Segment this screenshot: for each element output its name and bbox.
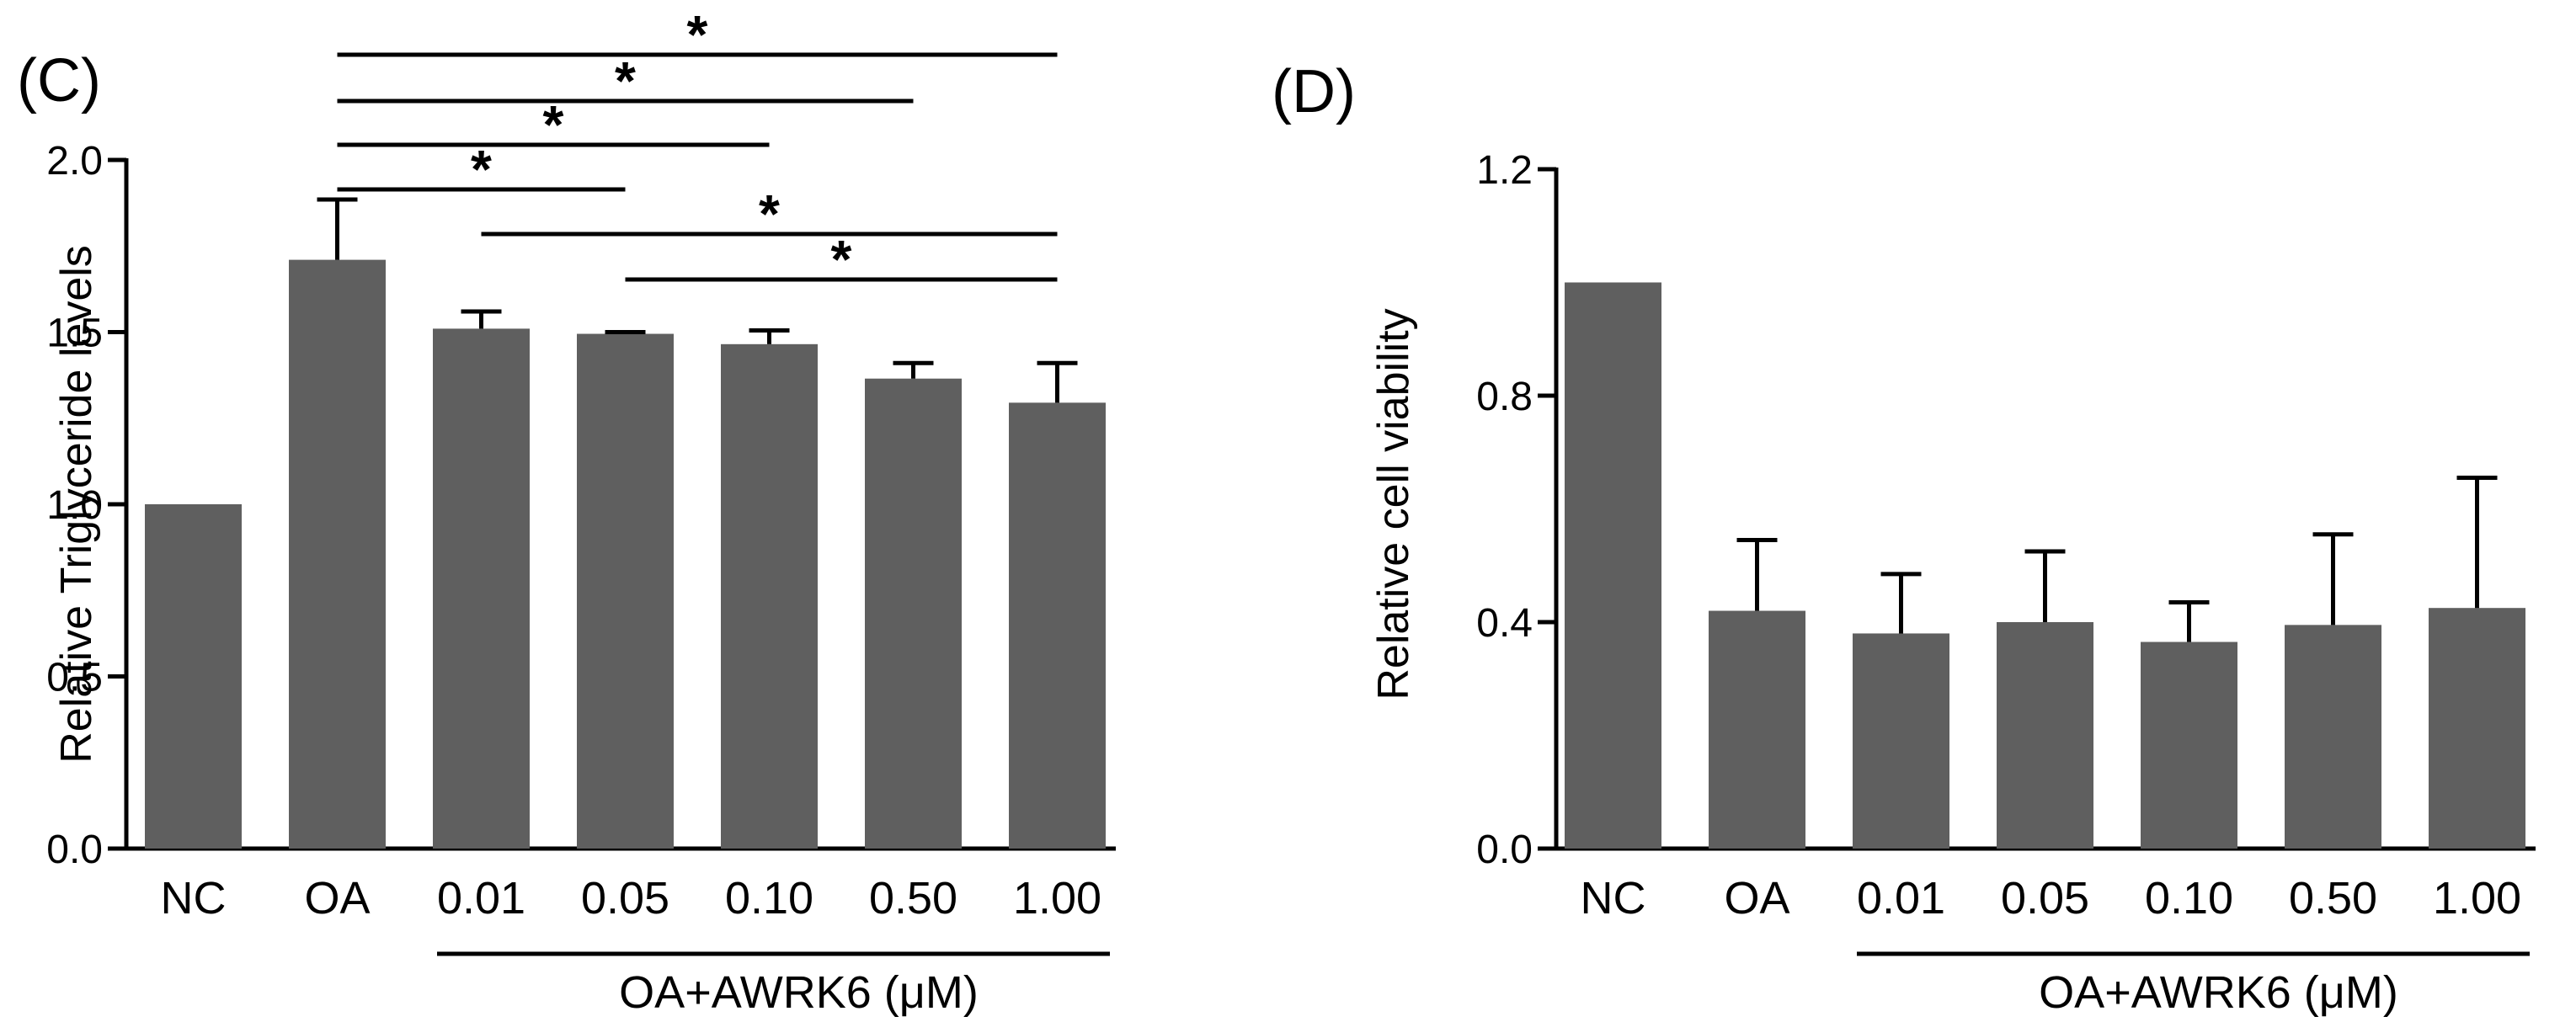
bar-0.50 <box>865 378 962 849</box>
bar-0.10 <box>721 343 818 849</box>
bar-0.05 <box>1997 622 2093 849</box>
bar-1.00 <box>2429 608 2525 849</box>
y-tick-label: 0.4 <box>1476 601 1533 646</box>
bar-1.00 <box>1009 402 1106 849</box>
category-label: 0.50 <box>869 873 957 924</box>
category-label: 0.01 <box>437 873 525 924</box>
significance-star: * <box>471 139 492 200</box>
chart-panel-d: (D) Relative cell viability 0.0 0.4 0.8 1.2 NC… <box>1272 58 2536 1018</box>
significance-star: * <box>615 51 636 111</box>
significance-star: * <box>543 94 564 155</box>
y-tick-label: 0.8 <box>1476 375 1533 419</box>
y-tick-label: 1.5 <box>46 311 103 356</box>
category-label: 1.00 <box>1013 873 1101 924</box>
group-label: OA+AWRK6 (μM) <box>2039 967 2398 1018</box>
bar-NC <box>145 504 242 849</box>
bar-0.01 <box>433 328 530 849</box>
bar-0.50 <box>2285 625 2381 849</box>
y-tick-label: 2.0 <box>46 139 103 184</box>
panel-label: (C) <box>17 47 101 114</box>
bar-0.05 <box>577 333 674 849</box>
bar-0.01 <box>1853 633 1949 849</box>
category-label: OA <box>1724 873 1789 924</box>
category-label: 0.10 <box>725 873 813 924</box>
bar-OA <box>289 259 386 849</box>
category-label: NC <box>161 873 227 924</box>
y-tick-label: 0.5 <box>46 656 103 700</box>
category-label: 0.50 <box>2289 873 2377 924</box>
category-label: 1.00 <box>2433 873 2521 924</box>
y-axis-label: Relative cell viability <box>1369 308 1418 700</box>
significance-star: * <box>831 229 852 290</box>
significance-star: * <box>687 4 708 65</box>
category-label: NC <box>1581 873 1646 924</box>
y-tick-label: 1.0 <box>46 483 103 528</box>
y-axis-label: Relative Triglyceride levels <box>52 245 101 764</box>
significance-star: * <box>759 184 780 244</box>
bar-NC <box>1565 282 1661 849</box>
category-label: 0.05 <box>2001 873 2089 924</box>
category-label: OA <box>304 873 370 924</box>
y-tick-label: 1.2 <box>1476 148 1533 193</box>
category-label: 0.10 <box>2145 873 2233 924</box>
group-label: OA+AWRK6 (μM) <box>619 967 979 1018</box>
y-tick-label: 0.0 <box>1476 828 1533 872</box>
panel-label: (D) <box>1272 58 1356 125</box>
y-tick-label: 0.0 <box>46 828 103 872</box>
category-label: 0.05 <box>581 873 669 924</box>
bar-0.10 <box>2141 641 2237 849</box>
chart-panel-c: (C) Relative Triglyceride levels 0.0 0.5 1.0… <box>17 4 1116 1018</box>
category-label: 0.01 <box>1857 873 1945 924</box>
bar-OA <box>1709 610 1805 849</box>
